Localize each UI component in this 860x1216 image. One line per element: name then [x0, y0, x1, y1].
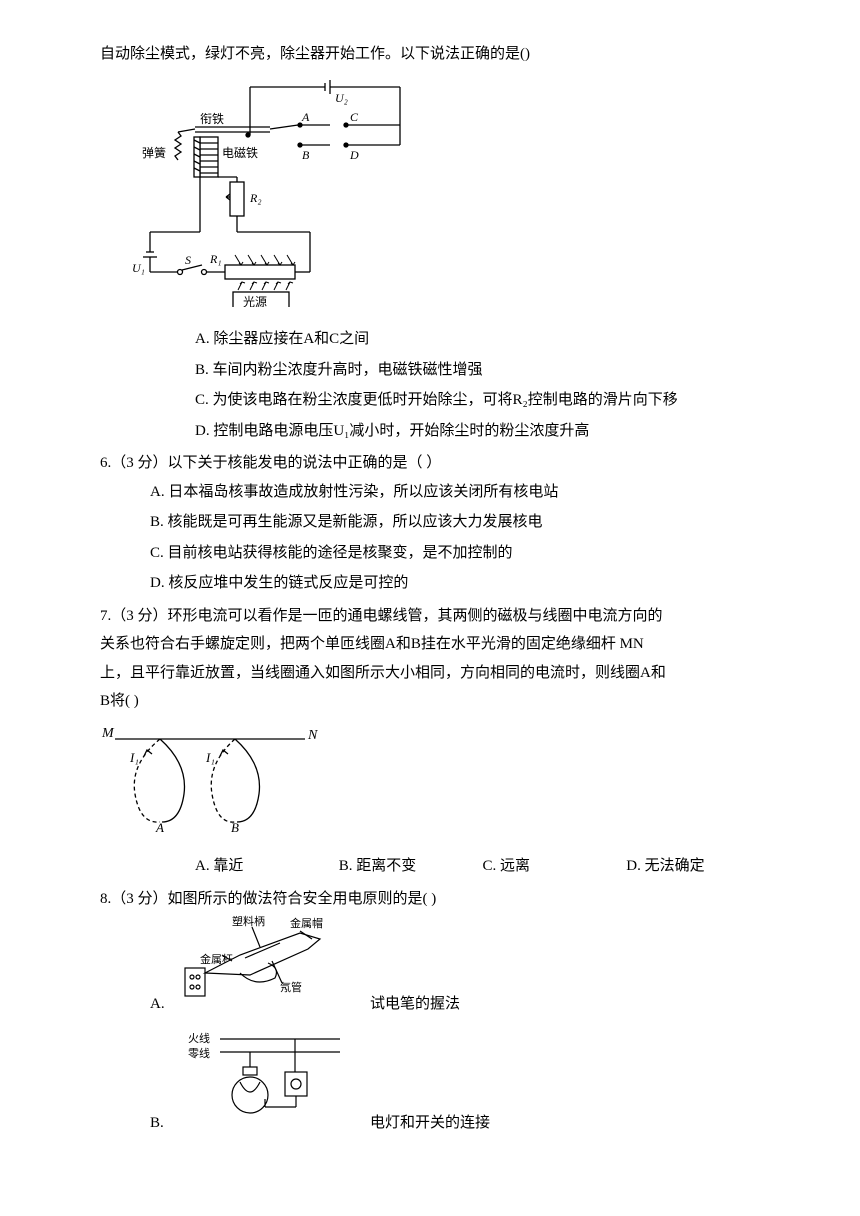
- svg-text:I₁: I₁: [205, 750, 215, 765]
- svg-text:金属帽: 金属帽: [290, 916, 323, 930]
- q6-stem: 6.（3 分）以下关于核能发电的说法中正确的是（ ）: [100, 449, 770, 478]
- q5-circuit-figure: U₂ A C B D: [130, 77, 770, 318]
- svg-text:B: B: [231, 820, 239, 834]
- q7-stem-line2: 关系也符合右手螺旋定则，把两个单匝线圈A和B挂在水平光滑的固定绝缘细杆 MN: [100, 630, 770, 659]
- svg-text:M: M: [101, 726, 115, 741]
- q7-stem-line4: B将( ): [100, 687, 770, 716]
- q8-a-figure: 塑料柄 金属帽 金属杆 氖管: [180, 913, 350, 1019]
- q5-options: A. 除尘器应接在A和C之间 B. 车间内粉尘浓度升高时，电磁铁磁性增强 C. …: [100, 325, 770, 445]
- svg-text:弹簧: 弹簧: [142, 145, 166, 160]
- svg-text:S: S: [185, 253, 191, 267]
- question-7: 7.（3 分）环形电流可以看作是一匝的通电螺线管，其两侧的磁极与线圈中电流方向的…: [100, 602, 770, 881]
- q5-option-a: A. 除尘器应接在A和C之间: [195, 325, 770, 354]
- svg-text:B: B: [302, 148, 310, 162]
- q8-b-figure: 火线 零线: [180, 1027, 350, 1138]
- q7-option-d: D. 无法确定: [626, 852, 770, 881]
- lamp-switch-icon: 火线 零线: [180, 1027, 350, 1127]
- q8-option-a: A. 塑料柄 金属帽 金属杆 氖管: [100, 913, 770, 1019]
- q7-option-b: B. 距离不变: [339, 852, 483, 881]
- svg-text:火线: 火线: [188, 1031, 210, 1045]
- q7-coils-figure: M N I₁ A I₁ B: [100, 724, 770, 845]
- q7-options: A. 靠近 B. 距离不变 C. 远离 D. 无法确定: [100, 852, 770, 881]
- q6-option-a: A. 日本福岛核事故造成放射性污染，所以应该关闭所有核电站: [150, 478, 770, 507]
- svg-text:U₂: U₂: [335, 91, 348, 105]
- coils-diagram-icon: M N I₁ A I₁ B: [100, 724, 330, 834]
- svg-text:A: A: [301, 110, 310, 124]
- q8-a-text: 试电笔的握法: [370, 990, 460, 1019]
- svg-text:电磁铁: 电磁铁: [222, 145, 258, 160]
- q7-stem-line3: 上，且平行靠近放置，当线圈通入如图所示大小相同，方向相同的电流时，则线圈A和: [100, 659, 770, 688]
- svg-text:光源: 光源: [243, 295, 267, 307]
- question-5: 自动除尘模式，绿灯不亮，除尘器开始工作。以下说法正确的是() U₂: [100, 40, 770, 445]
- q8-b-text: 电灯和开关的连接: [370, 1109, 490, 1138]
- svg-text:I₁: I₁: [129, 750, 139, 765]
- svg-text:C: C: [350, 110, 359, 124]
- q7-option-a: A. 靠近: [195, 852, 339, 881]
- q5-intro: 自动除尘模式，绿灯不亮，除尘器开始工作。以下说法正确的是(): [100, 40, 770, 69]
- svg-text:D: D: [349, 148, 359, 162]
- q7-option-c: C. 远离: [483, 852, 627, 881]
- test-pen-icon: 塑料柄 金属帽 金属杆 氖管: [180, 913, 350, 1008]
- svg-text:塑料柄: 塑料柄: [232, 914, 265, 928]
- q8-stem: 8.（3 分）如图所示的做法符合安全用电原则的是( ): [100, 885, 770, 914]
- circuit-diagram-icon: U₂ A C B D: [130, 77, 420, 307]
- question-8: 8.（3 分）如图所示的做法符合安全用电原则的是( ) A. 塑料柄 金属帽 金…: [100, 885, 770, 1138]
- q7-stem-line1: 7.（3 分）环形电流可以看作是一匝的通电螺线管，其两侧的磁极与线圈中电流方向的: [100, 602, 770, 631]
- q5-option-d: D. 控制电路电源电压U₁减小时，开始除尘时的粉尘浓度升高: [195, 417, 770, 446]
- svg-text:氖管: 氖管: [280, 980, 302, 994]
- q8-b-letter: B.: [150, 1109, 180, 1138]
- svg-text:衔铁: 衔铁: [200, 112, 224, 126]
- svg-text:R₂: R₂: [249, 191, 262, 205]
- svg-text:R₁: R₁: [209, 252, 222, 266]
- q6-option-c: C. 目前核电站获得核能的途径是核聚变，是不加控制的: [150, 539, 770, 568]
- svg-text:N: N: [307, 728, 318, 743]
- q6-option-d: D. 核反应堆中发生的链式反应是可控的: [150, 569, 770, 598]
- svg-text:零线: 零线: [188, 1046, 210, 1060]
- q6-option-b: B. 核能既是可再生能源又是新能源，所以应该大力发展核电: [150, 508, 770, 537]
- q8-option-b: B. 火线 零线: [100, 1027, 770, 1138]
- q5-option-b: B. 车间内粉尘浓度升高时，电磁铁磁性增强: [195, 356, 770, 385]
- q5-option-c: C. 为使该电路在粉尘浓度更低时开始除尘，可将R₂控制电路的滑片向下移: [195, 386, 770, 415]
- svg-text:U₁: U₁: [132, 261, 145, 275]
- q6-options: A. 日本福岛核事故造成放射性污染，所以应该关闭所有核电站 B. 核能既是可再生…: [100, 478, 770, 598]
- svg-text:A: A: [155, 820, 164, 834]
- q8-a-letter: A.: [150, 990, 180, 1019]
- question-6: 6.（3 分）以下关于核能发电的说法中正确的是（ ） A. 日本福岛核事故造成放…: [100, 449, 770, 598]
